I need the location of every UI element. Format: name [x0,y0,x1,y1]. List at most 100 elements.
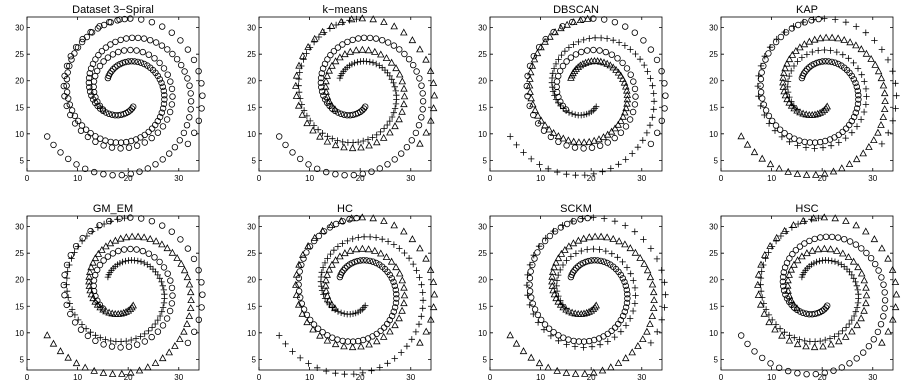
point-p3-s1-11 [822,58,829,65]
point-p2-s2-44 [647,75,654,82]
point-p6-s0-37 [563,341,570,348]
point-p3-s1-49 [769,117,776,125]
point-p3-s1-46 [781,129,788,137]
point-p3-s1-62 [772,38,780,46]
point-p0-s1-53 [64,95,72,102]
point-p7-s2-56 [846,360,853,367]
point-p2-s1-37 [595,135,603,143]
point-p0-s0-35 [117,145,124,152]
point-p0-s2-34 [134,34,142,42]
point-p7-s2-36 [841,235,848,243]
point-p1-s1-49 [307,117,314,125]
point-p6-s1-13 [597,257,604,265]
point-p2-s1-29 [621,108,629,116]
point-p4-s2-47 [187,296,195,304]
point-p6-s0-7 [555,271,562,279]
point-p7-s2-22 [780,269,787,276]
point-p4-s1-23 [159,282,166,289]
point-p0-s1-10 [125,58,132,65]
point-p7-s1-37 [826,335,834,342]
y-tick-label: 5 [714,156,719,165]
point-p7-s2-30 [806,237,813,245]
point-p5-s1-35 [373,330,380,338]
point-p4-s1-31 [154,316,161,324]
point-p4-s2-65 [72,359,81,367]
point-p1-s2-46 [419,90,426,97]
point-p1-s0-63 [426,66,435,74]
point-p1-s0-28 [395,115,403,123]
point-p3-s2-10 [799,109,807,117]
point-p1-s0-20 [387,58,396,66]
point-p0-s1-5 [111,64,119,71]
point-p6-s2-31 [579,234,588,242]
point-p5-s1-25 [393,291,400,298]
point-p2-s0-8 [557,67,564,75]
point-p5-s0-39 [316,331,324,339]
point-p7-s2-34 [828,233,836,241]
point-p0-s0-18 [145,51,152,58]
point-p1-s0-42 [298,110,307,118]
point-p5-s2-60 [350,370,357,378]
point-p0-s2-31 [117,36,124,44]
point-p4-s1-64 [88,228,96,235]
point-p2-s1-51 [531,106,539,114]
point-p3-s0-69 [878,140,886,148]
point-p7-s1-13 [828,257,835,265]
point-p2-s0-19 [614,55,621,62]
point-p2-s0-64 [661,80,668,87]
point-p7-s1-43 [796,336,803,343]
point-p7-s1-56 [757,274,765,282]
point-p6-s1-69 [584,214,591,222]
point-p2-s0-26 [631,101,639,108]
point-p6-s0-6 [553,277,561,284]
point-p2-s1-42 [569,137,578,145]
point-p3-s1-60 [765,50,772,57]
point-p7-s1-46 [781,329,788,336]
point-p5-s1-64 [320,228,328,235]
point-p3-s1-65 [788,25,796,32]
panel-0: Dataset 3−Spiral 0 10 20 30 5 10 15 20 25 30 [15,4,206,183]
point-p5-s0-38 [323,336,332,344]
point-p2-s0-45 [523,82,530,90]
point-p0-s0-11 [104,54,112,61]
point-p2-s2-9 [572,111,579,118]
point-p7-s2-32 [817,234,824,241]
point-p0-s2-60 [118,171,125,179]
point-p1-s2-65 [305,161,312,168]
point-p2-s1-17 [609,63,617,71]
point-p5-s1-23 [391,282,398,289]
point-p7-s2-39 [858,245,865,252]
point-p1-s0-17 [371,47,379,55]
point-p4-s1-41 [112,338,120,345]
point-p5-s1-56 [295,274,303,282]
y-tick-label: 25 [709,249,718,258]
point-p6-s2-67 [519,347,528,355]
x-tick-label: 30 [406,174,415,183]
point-p4-s2-11 [102,307,110,315]
point-p6-s0-13 [578,247,585,255]
point-p2-s1-7 [579,59,587,67]
point-p5-s1-54 [295,288,303,295]
point-p5-s1-34 [377,327,384,335]
point-p3-s0-57 [842,19,850,26]
point-p6-s0-17 [602,247,609,255]
point-p3-s0-32 [835,139,842,146]
point-p6-s1-14 [600,258,608,265]
point-p3-s1-29 [852,109,859,116]
point-p2-s0-24 [631,85,639,93]
point-p3-s1-13 [828,58,835,66]
point-p3-s2-67 [750,148,759,156]
point-p3-s2-39 [857,45,866,53]
point-p0-s1-3 [108,68,115,75]
point-p5-s0-28 [395,314,403,322]
point-p4-s0-11 [104,253,112,260]
point-p2-s0-59 [631,29,638,36]
point-p3-s1-52 [760,101,767,108]
point-p4-s2-29 [106,239,115,247]
point-p6-s1-12 [594,257,601,264]
point-p5-s0-55 [358,213,367,221]
point-p0-s0-57 [148,19,156,26]
point-p2-s1-41 [575,138,583,146]
point-p5-s1-11 [360,257,367,264]
x-tick-label: 0 [488,373,493,382]
